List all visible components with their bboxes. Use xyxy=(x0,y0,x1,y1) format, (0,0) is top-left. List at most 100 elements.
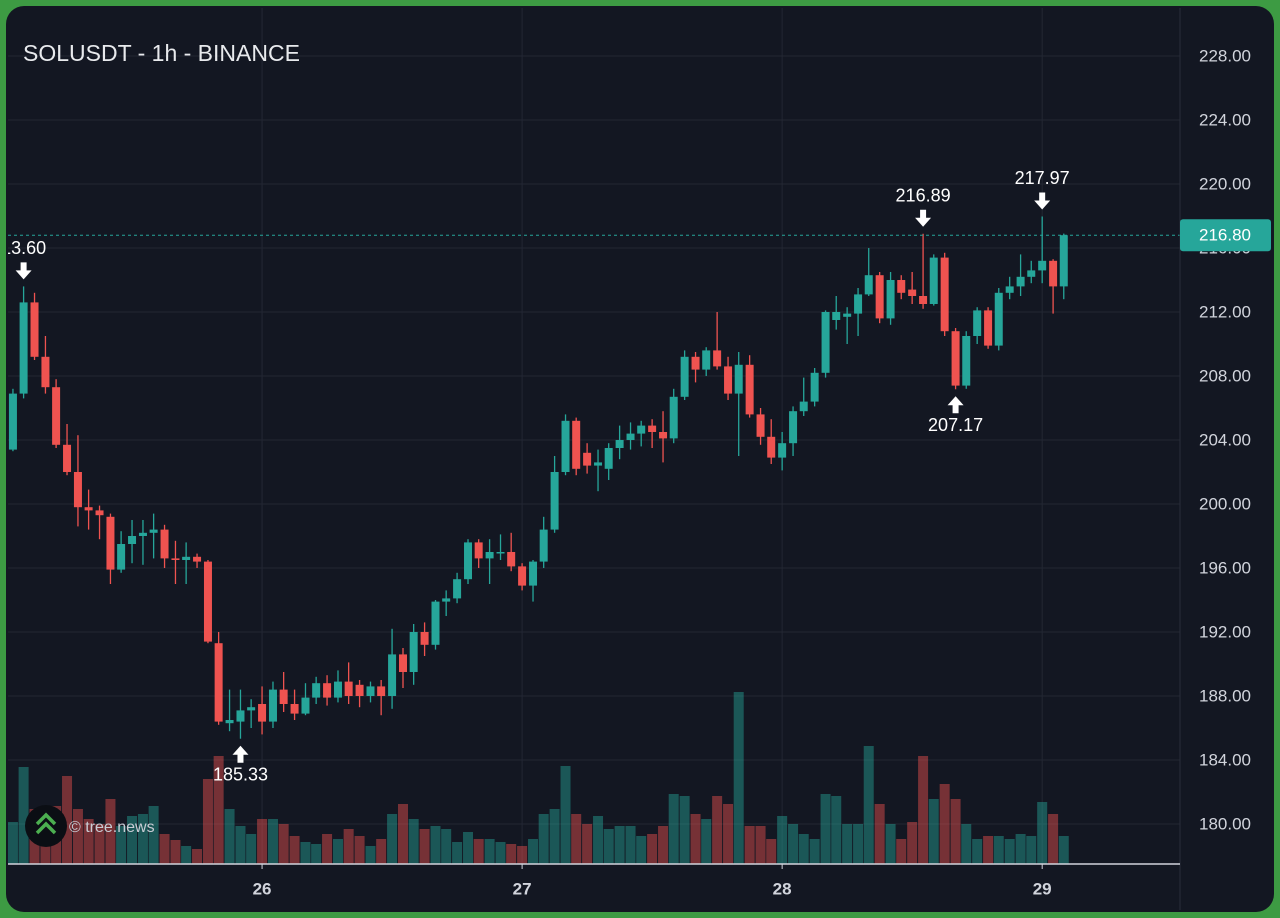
volume-bar xyxy=(983,836,994,864)
x-tick-label: 29 xyxy=(1033,879,1052,898)
volume-bar xyxy=(712,796,723,864)
volume-bar xyxy=(701,819,712,864)
volume-bar xyxy=(289,836,300,864)
volume-bar xyxy=(170,840,181,864)
volume-bar xyxy=(202,779,213,864)
candle-body xyxy=(268,689,277,722)
candle-body xyxy=(973,310,982,336)
volume-bar xyxy=(614,826,625,864)
volume-bar xyxy=(690,814,701,864)
volume-bar xyxy=(1048,814,1059,864)
volume-bar xyxy=(148,806,159,864)
candle-body xyxy=(366,686,375,696)
volume-bar xyxy=(885,824,896,864)
volume-bar xyxy=(452,842,463,864)
y-tick-label: 184.00 xyxy=(1199,750,1251,769)
volume-bar xyxy=(950,799,961,864)
candle-body xyxy=(474,542,483,559)
volume-bar xyxy=(322,834,333,864)
volume-bar xyxy=(484,839,495,864)
volume-bar xyxy=(896,839,907,864)
candle-body xyxy=(518,566,527,586)
candle-body xyxy=(550,472,559,530)
volume-bar xyxy=(387,814,398,864)
candle-body xyxy=(1027,270,1036,277)
candle-body xyxy=(594,462,603,466)
volume-bar xyxy=(192,849,203,864)
candle-body xyxy=(897,280,906,293)
candle-body xyxy=(648,425,657,432)
candle-body xyxy=(854,294,863,314)
extreme-marker xyxy=(915,209,932,227)
volume-bar xyxy=(1015,834,1026,864)
volume-bar xyxy=(603,829,614,864)
candle-body xyxy=(615,440,624,448)
y-tick-label: 196.00 xyxy=(1199,558,1251,577)
candle-body xyxy=(323,683,332,698)
candle-body xyxy=(182,556,191,560)
volume-bar xyxy=(257,819,268,864)
candle-body xyxy=(279,689,288,704)
candle-body xyxy=(745,364,754,415)
volume-bar xyxy=(398,804,409,864)
candle-body xyxy=(464,542,473,580)
volume-bar xyxy=(116,826,127,864)
candle-body xyxy=(333,681,342,698)
candle-body xyxy=(951,331,960,386)
volume-bar xyxy=(224,809,235,864)
volume-bar xyxy=(777,816,788,864)
volume-bar xyxy=(332,839,343,864)
volume-bar xyxy=(538,814,549,864)
candle-body xyxy=(1005,286,1014,293)
y-tick-label: 224.00 xyxy=(1199,110,1251,129)
candle-body xyxy=(539,529,548,562)
watermark: © tree.news xyxy=(25,805,155,847)
candle-body xyxy=(659,432,668,439)
volume-bar xyxy=(907,822,918,864)
candle-body xyxy=(680,356,689,397)
y-tick-label: 204.00 xyxy=(1199,430,1251,449)
candle-body xyxy=(409,632,418,672)
candle-body xyxy=(138,532,147,536)
extreme-label: 217.97 xyxy=(1015,168,1070,188)
extreme-label: 216.89 xyxy=(896,186,951,206)
candle-body xyxy=(171,558,180,560)
volume-bar xyxy=(441,829,452,864)
volume-bar xyxy=(300,842,311,864)
volume-bar xyxy=(1058,836,1069,864)
volume-bar xyxy=(343,829,354,864)
y-tick-label: 188.00 xyxy=(1199,686,1251,705)
candle-body xyxy=(193,556,202,562)
volume-bar xyxy=(105,799,116,864)
annotation-layer: 13.60 185.33 216.89 217.97 207.17 xyxy=(8,168,1180,784)
volume-bar xyxy=(354,836,365,864)
candle-body xyxy=(778,443,787,458)
candle-body xyxy=(247,707,256,711)
volume-bar xyxy=(853,824,864,864)
volume-bar xyxy=(278,824,289,864)
volume-bar xyxy=(376,839,387,864)
candle-body xyxy=(1038,260,1047,271)
candle-body xyxy=(637,425,646,434)
candle-body xyxy=(160,529,169,559)
candle-body xyxy=(73,472,82,508)
volume-bar xyxy=(473,839,484,864)
volume-bar xyxy=(1037,802,1048,864)
volume-bar xyxy=(679,796,690,864)
candle-body xyxy=(832,312,841,320)
candle-body xyxy=(301,697,310,714)
volume-bar xyxy=(788,824,799,864)
candle-body xyxy=(886,280,895,319)
candle-body xyxy=(290,704,299,714)
volume-bar xyxy=(127,816,138,864)
chart-title: SOLUSDT - 1h - BINANCE xyxy=(23,40,300,66)
volume-bar xyxy=(506,844,517,864)
volume-bar xyxy=(463,832,474,864)
candle-body xyxy=(561,420,570,472)
y-tick-label: 220.00 xyxy=(1199,174,1251,193)
candle-body xyxy=(572,420,581,469)
candle-body xyxy=(919,296,928,304)
candle-body xyxy=(767,436,776,458)
candle-body xyxy=(63,444,72,472)
